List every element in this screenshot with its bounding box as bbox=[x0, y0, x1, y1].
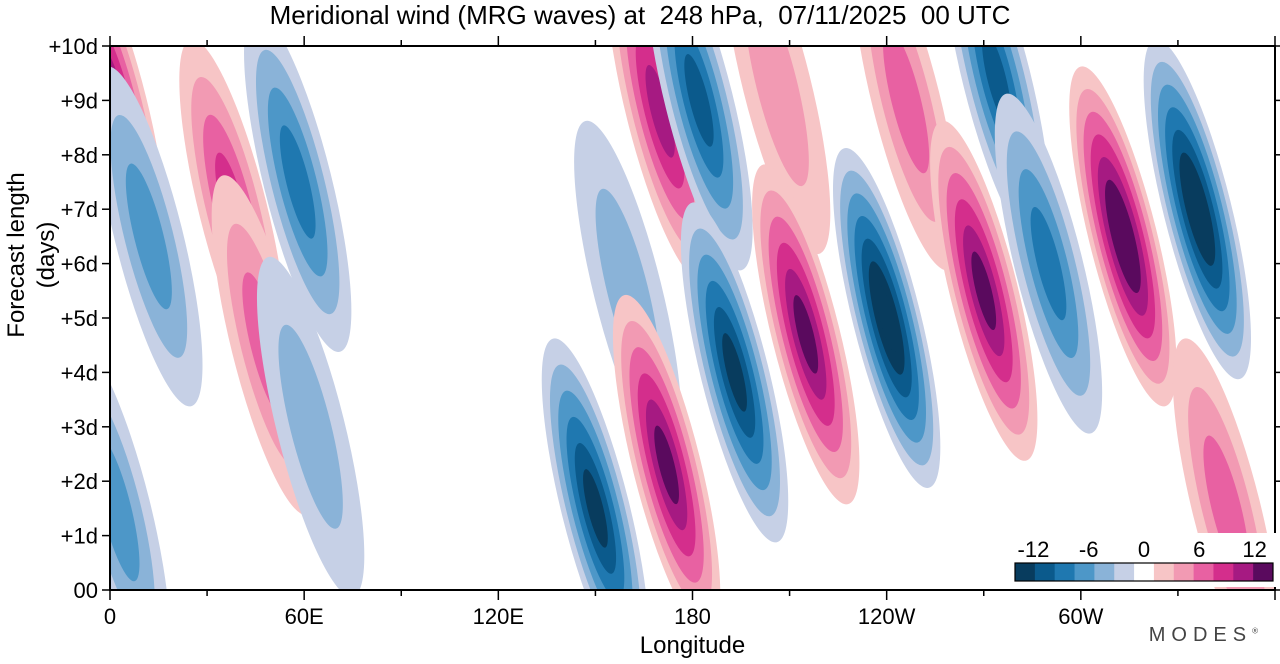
contour-level bbox=[971, 251, 997, 331]
colorbar-tick-label: 0 bbox=[1138, 537, 1150, 562]
wind-anomaly-19 bbox=[994, 93, 1103, 434]
colorbar-swatch bbox=[1134, 563, 1155, 581]
colorbar-swatch bbox=[1094, 563, 1115, 581]
colorbar-swatch bbox=[1213, 563, 1234, 581]
chart-title: Meridional wind (MRG waves) at 248 hPa, … bbox=[269, 0, 1011, 30]
x-tick-label: 120W bbox=[858, 604, 916, 629]
wind-anomaly-13 bbox=[722, 46, 831, 255]
colorbar-swatch bbox=[1233, 563, 1254, 581]
colorbar-tick-label: -6 bbox=[1079, 537, 1099, 562]
y-tick-label: +10d bbox=[48, 34, 98, 59]
wind-anomaly-7 bbox=[541, 338, 650, 590]
wind-anomaly-17 bbox=[930, 120, 1038, 461]
y-tick-label: +4d bbox=[61, 360, 98, 385]
y-tick-label: +7d bbox=[61, 197, 98, 222]
wind-anomaly-6 bbox=[256, 256, 365, 590]
wind-anomaly-2 bbox=[110, 66, 203, 407]
y-tick-label: +6d bbox=[61, 252, 98, 277]
y-tick-label: +8d bbox=[61, 143, 98, 168]
x-axis: 0 60E 120E 180 120W 60W bbox=[104, 36, 1276, 629]
colorbar-frame bbox=[1014, 562, 1274, 582]
brand-mark: ® bbox=[1252, 626, 1258, 636]
colorbar-swatch bbox=[1074, 563, 1095, 581]
contour-level bbox=[883, 46, 930, 174]
wind-anomaly-20 bbox=[1069, 66, 1177, 407]
wind-anomaly-5 bbox=[244, 46, 352, 353]
colorbar-swatch bbox=[1054, 563, 1076, 581]
colorbar-swatch bbox=[1193, 563, 1214, 581]
colorbar-tick-label: 6 bbox=[1193, 537, 1205, 562]
x-axis-label: Longitude bbox=[639, 632, 746, 659]
contour-level bbox=[875, 283, 898, 353]
wind-anomaly-15 bbox=[832, 147, 941, 489]
colorbar-swatch bbox=[1034, 563, 1056, 581]
colorbar: -12 -6 0 6 12 bbox=[1007, 533, 1280, 587]
x-tick-label: 60W bbox=[1058, 604, 1103, 629]
contour-level bbox=[684, 54, 714, 147]
contour-level bbox=[1186, 175, 1209, 244]
contour-level bbox=[279, 125, 316, 239]
y-tick-label: 00 bbox=[74, 578, 98, 603]
x-tick-label: 0 bbox=[104, 604, 116, 629]
wind-anomaly-10 bbox=[612, 294, 721, 590]
y-tick-label: +5d bbox=[61, 306, 98, 331]
x-tick-label: 60E bbox=[285, 604, 324, 629]
wind-anomaly-12 bbox=[680, 202, 789, 543]
contour-level bbox=[654, 425, 679, 505]
wind-anomaly-21 bbox=[1143, 46, 1252, 380]
y-tick-label: +2d bbox=[61, 469, 98, 494]
wind-anomaly-14 bbox=[752, 164, 860, 505]
contour-level bbox=[645, 64, 675, 158]
colorbar-swatch bbox=[1153, 563, 1175, 581]
y-tick-label: +9d bbox=[61, 88, 98, 113]
brand-logo: MODES® bbox=[1149, 624, 1258, 647]
contour-level bbox=[744, 46, 809, 187]
y-axis: 00 +1d +2d +3d +4d +5d +6d +7d +8d +9d +10d bbox=[48, 34, 1280, 603]
x-tick-label: 180 bbox=[674, 604, 711, 629]
contour-level bbox=[1030, 206, 1067, 321]
wind-anomaly-9 bbox=[606, 46, 714, 282]
contour-level bbox=[278, 324, 343, 529]
contour-level bbox=[583, 469, 608, 548]
y-axis-label: Forecast length (days) bbox=[3, 172, 60, 338]
wind-field bbox=[110, 46, 1275, 590]
brand-name: MODES bbox=[1148, 624, 1253, 646]
colorbar-tick-label: 12 bbox=[1242, 537, 1266, 562]
contour-level bbox=[1112, 202, 1134, 271]
wind-anomaly-1 bbox=[110, 338, 171, 590]
x-tick-label: 120E bbox=[473, 604, 524, 629]
colorbar-swatch bbox=[1173, 563, 1195, 581]
y-tick-label: +3d bbox=[61, 415, 98, 440]
contour-level bbox=[722, 333, 747, 412]
contour-level bbox=[125, 163, 172, 310]
contour-level bbox=[110, 435, 140, 582]
colorbar-swatch bbox=[1114, 563, 1135, 581]
colorbar-tick-label: -12 bbox=[1018, 537, 1050, 562]
contour-level bbox=[793, 295, 819, 374]
colorbar-swatch bbox=[1253, 563, 1274, 581]
y-tick-label: +1d bbox=[61, 524, 98, 549]
colorbar-swatch bbox=[1015, 563, 1036, 581]
